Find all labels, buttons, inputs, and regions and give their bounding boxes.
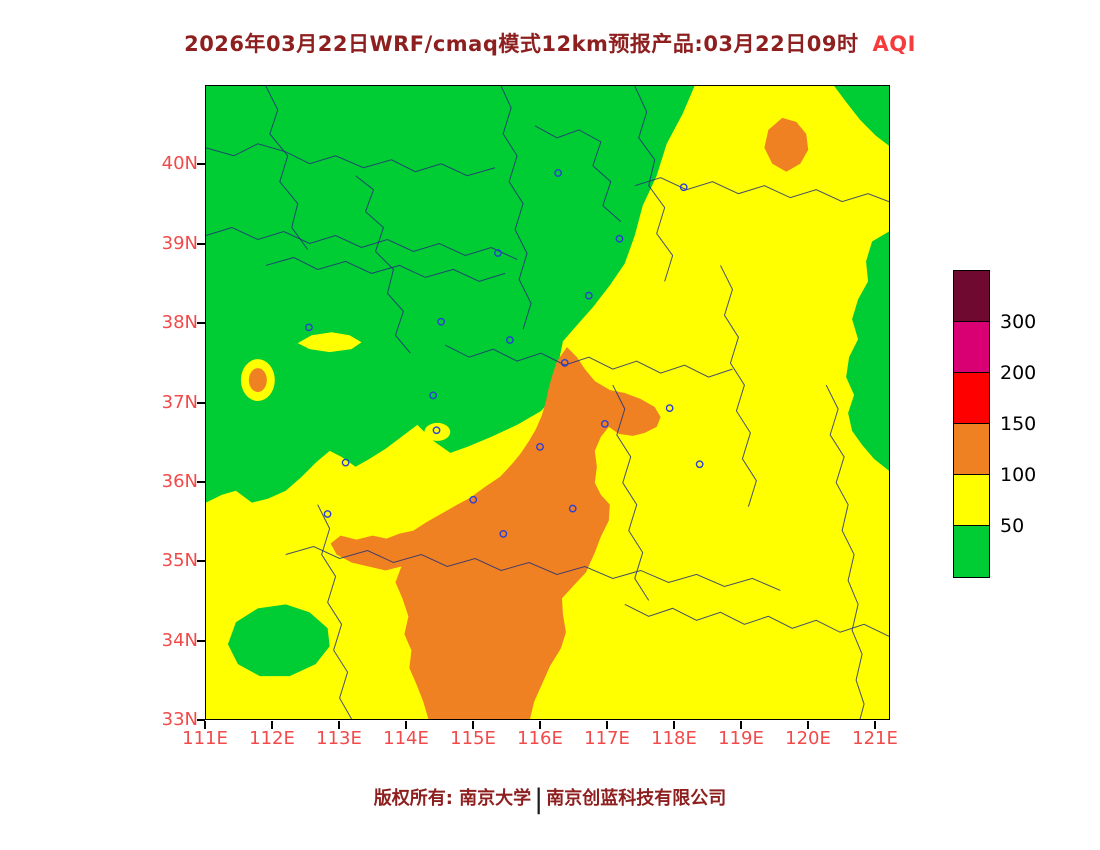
legend-tick-label: 50 — [1000, 515, 1025, 537]
lat-tickmark — [197, 719, 205, 722]
lat-tick-label: 36N — [161, 470, 198, 492]
title-text: 2026年03月22日WRF/cmaq模式12km预报产品:03月22日09时 — [184, 32, 859, 56]
city-marker — [560, 359, 569, 367]
city-marker — [695, 460, 704, 469]
copyright-footer: 版权所有: 南京大学 | 南京创蓝科技有限公司 — [0, 784, 1100, 815]
page-title: 2026年03月22日WRF/cmaq模式12km预报产品:03月22日09时 A… — [0, 28, 1100, 58]
pollutant-label: AQI — [872, 32, 916, 56]
lat-tick-label: 38N — [161, 312, 198, 334]
legend-color-cell — [954, 271, 989, 322]
footer-separator: | — [534, 784, 544, 815]
orange-blob-northeast — [764, 117, 809, 172]
city-markers-layer — [305, 169, 704, 538]
city-marker — [432, 426, 441, 435]
lat-tick-label: 40N — [161, 153, 198, 175]
lon-tickmark — [673, 721, 675, 729]
city-marker — [554, 169, 562, 177]
orange-band-main — [330, 347, 661, 719]
copyright-text-left: 版权所有: 南京大学 — [373, 788, 532, 809]
lon-tick-label: 112E — [249, 728, 295, 749]
lon-tick-label: 121E — [852, 728, 898, 749]
legend-color-cell — [954, 322, 989, 373]
green-strip-east-edge — [846, 231, 889, 471]
green-patch-southwest — [227, 604, 330, 677]
lon-tickmark — [472, 721, 474, 729]
aqi-contour-svg — [206, 86, 889, 719]
lat-tick-label: 34N — [161, 629, 198, 651]
city-marker — [469, 495, 478, 504]
legend-color-cell — [954, 475, 989, 526]
lat-tick-label: 37N — [161, 391, 198, 413]
copyright-text-right: 南京创蓝科技有限公司 — [546, 788, 727, 809]
city-marker — [341, 458, 350, 467]
legend-color-cell — [954, 424, 989, 475]
yellow-patch-center — [424, 422, 451, 441]
lat-tickmark — [197, 242, 205, 245]
lon-tick-label: 111E — [182, 728, 228, 749]
lat-tickmark — [197, 163, 205, 166]
lon-tickmark — [539, 721, 541, 729]
city-marker — [305, 323, 313, 332]
lat-tickmark — [197, 480, 205, 483]
lon-tick-label: 117E — [584, 728, 630, 749]
legend-tick-label: 100 — [1000, 464, 1037, 486]
lon-tickmark — [740, 721, 742, 729]
lon-tickmark — [271, 721, 273, 729]
lon-tickmark — [807, 721, 809, 729]
green-patch-topright-corner — [834, 86, 889, 146]
orange-blob-west — [248, 368, 267, 393]
lon-tick-label: 120E — [785, 728, 831, 749]
city-marker — [600, 419, 609, 428]
city-marker — [494, 249, 502, 257]
city-marker — [499, 529, 508, 538]
lon-tick-label: 118E — [651, 728, 697, 749]
city-marker — [437, 317, 446, 326]
lon-tick-label: 113E — [316, 728, 362, 749]
lon-tickmark — [204, 721, 206, 729]
lon-tickmark — [405, 721, 407, 729]
lon-tick-label: 116E — [517, 728, 563, 749]
legend-color-cell — [954, 526, 989, 577]
lon-tickmark — [874, 721, 876, 729]
city-marker — [568, 504, 577, 513]
province-boundaries — [206, 86, 889, 719]
legend-colorbar — [953, 270, 990, 578]
city-marker — [323, 510, 332, 518]
city-marker — [536, 442, 544, 451]
city-marker — [665, 404, 674, 412]
lat-tickmark — [197, 639, 205, 642]
lat-tick-label: 33N — [161, 709, 198, 731]
city-marker — [679, 183, 688, 192]
yellow-patch-north — [297, 332, 362, 353]
legend-color-cell — [954, 373, 989, 424]
city-marker — [429, 391, 438, 400]
legend-tick-label: 200 — [1000, 362, 1037, 384]
lat-tickmark — [197, 322, 205, 325]
legend-tick-label: 150 — [1000, 413, 1037, 435]
city-marker — [584, 291, 593, 300]
lat-tick-label: 39N — [161, 232, 198, 254]
lon-tick-label: 119E — [718, 728, 764, 749]
lon-tick-label: 115E — [450, 728, 496, 749]
aqi-legend: 300 200 150 100 50 — [953, 270, 1063, 590]
lat-tickmark — [197, 560, 205, 563]
lat-tickmark — [197, 401, 205, 404]
legend-tick-label: 300 — [1000, 311, 1037, 333]
city-marker — [615, 234, 624, 243]
lon-tick-label: 114E — [383, 728, 429, 749]
city-marker — [506, 336, 514, 344]
lon-tickmark — [338, 721, 340, 729]
lat-tick-label: 35N — [161, 550, 198, 572]
forecast-map — [205, 85, 890, 720]
lon-tickmark — [606, 721, 608, 729]
